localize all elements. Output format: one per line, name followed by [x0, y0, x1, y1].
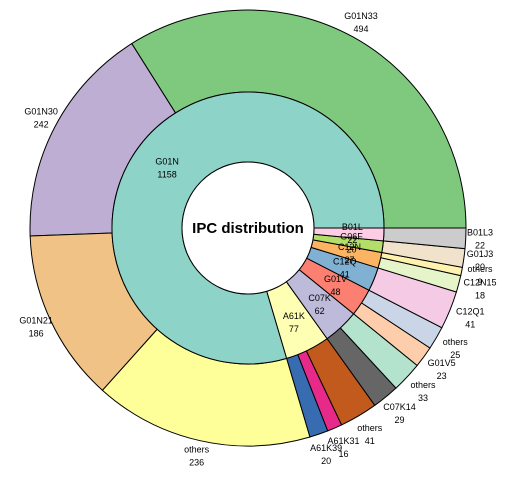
- inner-b01l-value-label: 22: [347, 235, 357, 245]
- outer-g01n-others-3-label: others: [184, 444, 210, 454]
- outer-a61k-a61k39-4-value-label: 20: [321, 456, 331, 466]
- outer-g06f-g01j3-14-label: G01J3: [467, 249, 494, 259]
- inner-c12q-value-label: 41: [340, 269, 350, 279]
- outer-g01v-g01v5-9-value-label: 23: [437, 371, 447, 381]
- outer-g01n-g01n30-1-label: G01N30: [24, 107, 58, 117]
- inner-g06f-value-label: 20: [346, 244, 356, 254]
- outer-g06f-g01j3-14-value-label: 20: [475, 262, 485, 272]
- outer-c12n-c12n15-12-label: C12N15: [463, 278, 496, 288]
- outer-c12n-others-13-value-label: 9: [477, 277, 482, 287]
- outer-a61k-others-6-value-label: 41: [365, 436, 375, 446]
- outer-a61k-a61k39-4-label: A61K39: [310, 443, 342, 453]
- inner-c07k-label: C07K: [308, 293, 331, 303]
- outer-ring: [29, 9, 467, 447]
- outer-g01n-others-3-value-label: 236: [189, 457, 204, 467]
- inner-c12q-label: C12Q: [333, 256, 357, 266]
- outer-c07k-others-8-label: others: [410, 380, 436, 390]
- outer-c12n-c12n15-12-value-label: 18: [475, 291, 485, 301]
- outer-g01v-others-10-label: others: [443, 337, 469, 347]
- outer-a61k-others-6-label: others: [357, 423, 383, 433]
- outer-c12q-c12q1-11-value-label: 41: [465, 320, 475, 330]
- inner-g01v-value-label: 48: [330, 287, 340, 297]
- outer-g01n-g01n21-2-label: G01N21: [19, 315, 53, 325]
- outer-g01n-g01n30-1-value-label: 242: [34, 120, 49, 130]
- inner-b01l-label: B01L: [342, 222, 363, 232]
- inner-c07k-value-label: 62: [315, 306, 325, 316]
- inner-g01n-label: G01N: [155, 157, 179, 167]
- outer-b01l-b01l3-15-value-label: 22: [475, 240, 485, 250]
- inner-a61k-label: A61K: [283, 311, 305, 321]
- outer-c07k-others-8-value-label: 33: [418, 393, 428, 403]
- outer-c07k-c07k14-7-value-label: 29: [394, 415, 404, 425]
- inner-g06f-label: G06F: [340, 231, 363, 241]
- outer-c12n-others-13-label: others: [467, 264, 493, 274]
- outer-c12q-c12q1-11-label: C12Q1: [456, 307, 485, 317]
- inner-c12n-label: C12N: [338, 242, 361, 252]
- inner-g01n-value-label: 1158: [157, 170, 176, 180]
- outer-c07k-c07k14-7-label: C07K14: [383, 402, 416, 412]
- outer-g01n-g01n33-0-value-label: 494: [353, 24, 368, 34]
- outer-g01v-g01v5-9-label: G01V5: [428, 358, 456, 368]
- outer-g01v-others-10-value-label: 25: [450, 350, 460, 360]
- outer-a61k-a61k31-5-value-label: 16: [338, 449, 348, 459]
- outer-g01n-g01n21-2-value-label: 186: [29, 328, 44, 338]
- inner-g01v-label: G01V: [324, 274, 347, 284]
- chart-title: IPC distribution: [192, 220, 304, 237]
- outer-a61k-a61k31-5-label: A61K31: [327, 436, 359, 446]
- outer-g01n-g01n33-0-label: G01N33: [344, 11, 378, 21]
- inner-a61k-value-label: 77: [289, 324, 299, 334]
- outer-b01l-b01l3-15-label: B01L3: [467, 227, 493, 237]
- inner-c12n-value-label: 27: [344, 255, 354, 265]
- center-hole: [181, 161, 315, 295]
- label-layer: G01N 1158 A61K 77 C07K 62 G01V 48 C12Q 41 C12N 27 G0…: [19, 11, 496, 467]
